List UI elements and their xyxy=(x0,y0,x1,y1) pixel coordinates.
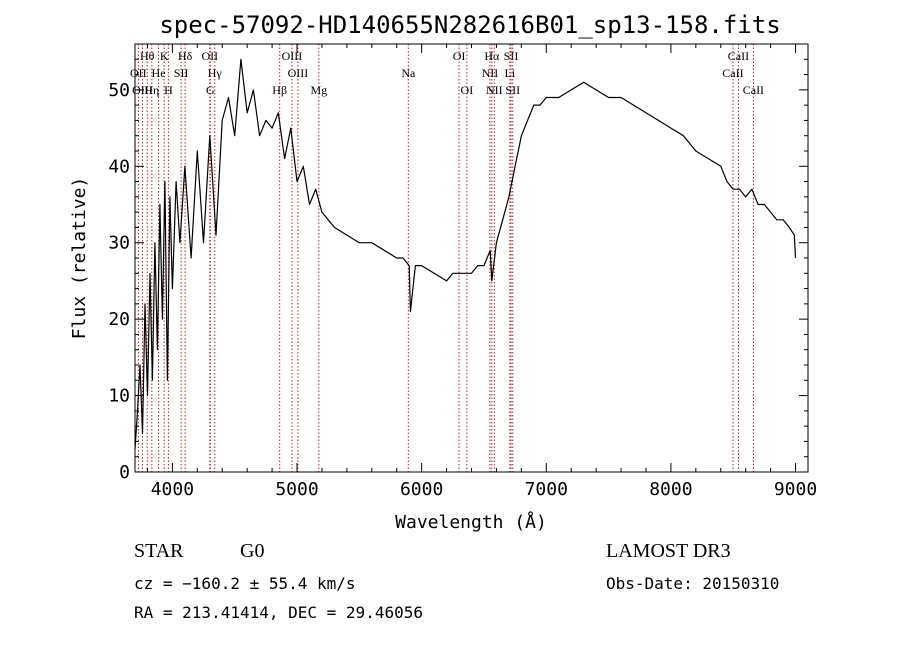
redshift-text: cz = −160.2 ± 55.4 km/s xyxy=(134,574,356,593)
y-axis: 0 10 20 30 40 50 xyxy=(108,58,808,483)
marker-label: Hβ xyxy=(272,83,287,97)
marker-label: NII xyxy=(486,83,503,97)
marker-label: OI xyxy=(461,83,474,97)
y-tick-label: 30 xyxy=(108,233,130,254)
marker-label: Li xyxy=(505,66,516,80)
y-axis-label: Flux (relative) xyxy=(69,177,90,340)
chart-title: spec-57092-HD140655N282616B01_sp13-158.f… xyxy=(159,11,780,39)
marker-label: OIII xyxy=(288,66,309,80)
marker-label: SII xyxy=(504,49,519,63)
marker-label: SII xyxy=(174,66,189,80)
y-tick-label: 50 xyxy=(108,80,130,101)
x-tick-label: 5000 xyxy=(275,479,318,500)
marker-label: G xyxy=(206,83,215,97)
marker-label: Hα xyxy=(484,49,500,63)
marker-label: K xyxy=(160,49,169,63)
marker-label: OIII xyxy=(282,49,303,63)
x-tick-label: 6000 xyxy=(400,479,443,500)
x-tick-label: 4000 xyxy=(151,479,194,500)
plot-frame xyxy=(134,43,809,473)
marker-label: CaII xyxy=(743,83,764,97)
coordinates: RA = 213.41414, DEC = 29.46056 xyxy=(134,603,423,622)
marker-label: OI xyxy=(453,49,466,63)
x-tick-label: 7000 xyxy=(525,479,568,500)
spectrum-series xyxy=(134,58,797,450)
object-subclass: G0 xyxy=(240,540,265,562)
y-tick-label: 40 xyxy=(108,156,130,177)
marker-label: H xyxy=(164,83,173,97)
marker-label: Hγ xyxy=(208,66,223,80)
x-tick-label: 9000 xyxy=(774,479,817,500)
marker-label: OII xyxy=(130,66,147,80)
marker-label: SII xyxy=(505,83,520,97)
object-class: STAR xyxy=(134,540,184,562)
x-axis-label: Wavelength (Å) xyxy=(395,511,547,533)
y-tick-label: 10 xyxy=(108,386,130,407)
marker-label: Na xyxy=(401,66,416,80)
marker-label: Hη xyxy=(144,83,159,97)
y-tick-label: 0 xyxy=(119,462,130,483)
marker-label: NII xyxy=(482,66,499,80)
marker-label: He xyxy=(152,66,166,80)
marker-label: CaII xyxy=(722,66,743,80)
marker-label: Mg xyxy=(310,83,327,97)
x-tick-label: 8000 xyxy=(649,479,692,500)
spectrum-line xyxy=(134,58,797,450)
marker-label: Hθ xyxy=(140,49,155,63)
y-tick-label: 20 xyxy=(108,309,130,330)
survey-name: LAMOST DR3 xyxy=(606,540,731,562)
obs-date: Obs-Date: 20150310 xyxy=(606,574,780,593)
marker-label: CaII xyxy=(728,49,749,63)
x-axis: 4000 5000 6000 7000 8000 9000 xyxy=(146,44,817,500)
marker-label: Hδ xyxy=(178,49,193,63)
